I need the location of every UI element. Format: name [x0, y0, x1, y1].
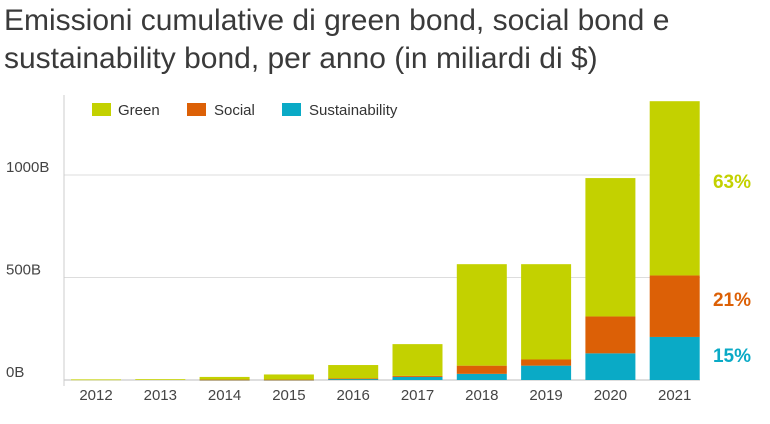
x-tick-label: 2015 [272, 387, 305, 404]
bar-sustainability-2017 [392, 376, 443, 380]
bar-sustainability-2021 [649, 336, 700, 380]
x-tick-label: 2012 [79, 387, 112, 404]
x-tick-label: 2014 [208, 387, 241, 404]
legend-swatch-green [92, 103, 111, 116]
legend-swatch-social [187, 103, 206, 116]
share-label-social: 21% [713, 290, 751, 311]
share-label-green: 63% [713, 172, 751, 193]
bar-green-2016 [328, 365, 379, 379]
bar-green-2017 [392, 344, 443, 376]
y-tick-label: 0B [6, 364, 24, 381]
bar-social-2019 [521, 359, 572, 366]
bar-green-2018 [456, 264, 507, 366]
x-tick-label: 2016 [337, 387, 370, 404]
bar-green-2015 [263, 374, 314, 380]
chart-title: Emissioni cumulative di green bond, soci… [4, 4, 670, 75]
legend-label-green: Green [118, 102, 160, 119]
x-tick-label: 2020 [594, 387, 627, 404]
y-tick-label: 1000B [6, 159, 49, 176]
bar-sustainability-2018 [456, 373, 507, 380]
bar-social-2020 [585, 316, 636, 354]
bar-sustainability-2016 [328, 378, 379, 380]
bar-green-2020 [585, 178, 636, 317]
bar-sustainability-2019 [521, 365, 572, 380]
x-tick-label: 2017 [401, 387, 434, 404]
legend-swatch-sustainability [282, 103, 301, 116]
bar-green-2021 [649, 101, 700, 276]
bar-green-2012 [71, 379, 121, 381]
legend-label-social: Social [214, 102, 255, 119]
y-tick-label: 500B [6, 262, 41, 279]
bar-green-2014 [199, 376, 250, 380]
share-label-sustainability: 15% [713, 346, 751, 367]
bar-green-2013 [135, 379, 186, 380]
legend-label-sustainability: Sustainability [309, 102, 398, 119]
bar-green-2019 [521, 264, 572, 360]
bar-social-2021 [649, 275, 700, 337]
bar-social-2015 [263, 379, 314, 381]
bar-social-2016 [328, 378, 379, 380]
x-tick-label: 2021 [658, 387, 691, 404]
bar-sustainability-2020 [585, 353, 636, 380]
x-tick-label: 2013 [144, 387, 177, 404]
bar-social-2018 [456, 365, 507, 374]
bar-social-2014 [199, 379, 250, 381]
bar-social-2017 [392, 375, 443, 377]
x-tick-label: 2019 [529, 387, 562, 404]
x-tick-label: 2018 [465, 387, 498, 404]
